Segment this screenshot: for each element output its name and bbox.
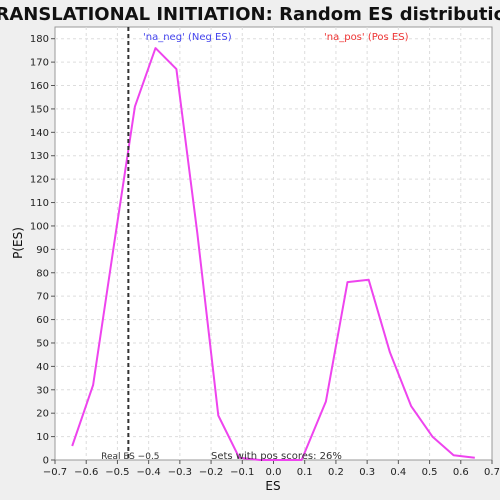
x-axis: −0.7 −0.6 −0.5 −0.4 −0.3 −0.2 −0.1 0.0 0.1 0.2 0.3… <box>43 460 500 478</box>
y-tick-label: 140 <box>30 128 49 139</box>
x-tick-label: 0.7 <box>484 467 500 478</box>
x-tick-label: 0.6 <box>453 467 469 478</box>
annotation-pos-es: 'na_pos' (Pos ES) <box>324 32 409 43</box>
y-tick-label: 170 <box>30 58 49 69</box>
x-tick-label: −0.6 <box>74 467 98 478</box>
x-tick-label: −0.2 <box>199 467 223 478</box>
x-tick-label: 0.1 <box>297 467 313 478</box>
y-tick-label: 150 <box>30 104 49 115</box>
y-tick-label: 130 <box>30 151 49 162</box>
chart-title: TRANSLATIONAL INITIATION: Random ES dist… <box>0 4 500 25</box>
x-tick-label: 0.4 <box>390 467 406 478</box>
x-tick-label: −0.1 <box>230 467 254 478</box>
y-tick-label: 20 <box>36 409 49 420</box>
x-tick-label: −0.3 <box>168 467 192 478</box>
y-tick-label: 80 <box>36 268 49 279</box>
x-tick-label: 0.5 <box>422 467 438 478</box>
x-tick-label: −0.4 <box>136 467 160 478</box>
series-layer <box>71 47 475 461</box>
y-tick-label: 90 <box>36 245 49 256</box>
x-tick-label: 0.3 <box>359 467 375 478</box>
series-line <box>71 47 475 461</box>
y-tick-label: 180 <box>30 34 49 45</box>
y-tick-label: 100 <box>30 221 49 232</box>
y-tick-label: 120 <box>30 175 49 186</box>
annotation-pos-scores: Sets with pos scores: 26% <box>211 451 342 462</box>
y-tick-label: 60 <box>36 315 49 326</box>
x-tick-label: 0.0 <box>266 467 282 478</box>
y-tick-label: 110 <box>30 198 49 209</box>
y-tick-label: 40 <box>36 362 49 373</box>
y-tick-label: 30 <box>36 385 49 396</box>
y-tick-label: 10 <box>36 432 49 443</box>
y-tick-label: 0 <box>43 456 49 467</box>
x-tick-label: −0.5 <box>105 467 129 478</box>
y-tick-label: 160 <box>30 81 49 92</box>
x-axis-label: ES <box>265 479 280 493</box>
y-axis: 0 10 20 30 40 50 60 70 80 90 100 110 120 130 140 150 160… <box>30 34 55 467</box>
y-axis-label: P(ES) <box>11 227 25 259</box>
y-tick-label: 70 <box>36 292 49 303</box>
x-tick-label: −0.7 <box>43 467 67 478</box>
y-tick-label: 50 <box>36 338 49 349</box>
annotation-neg-es: 'na_neg' (Neg ES) <box>143 32 232 43</box>
x-tick-label: 0.2 <box>328 467 344 478</box>
real-es-label: Real ES −0.5 <box>101 452 159 462</box>
